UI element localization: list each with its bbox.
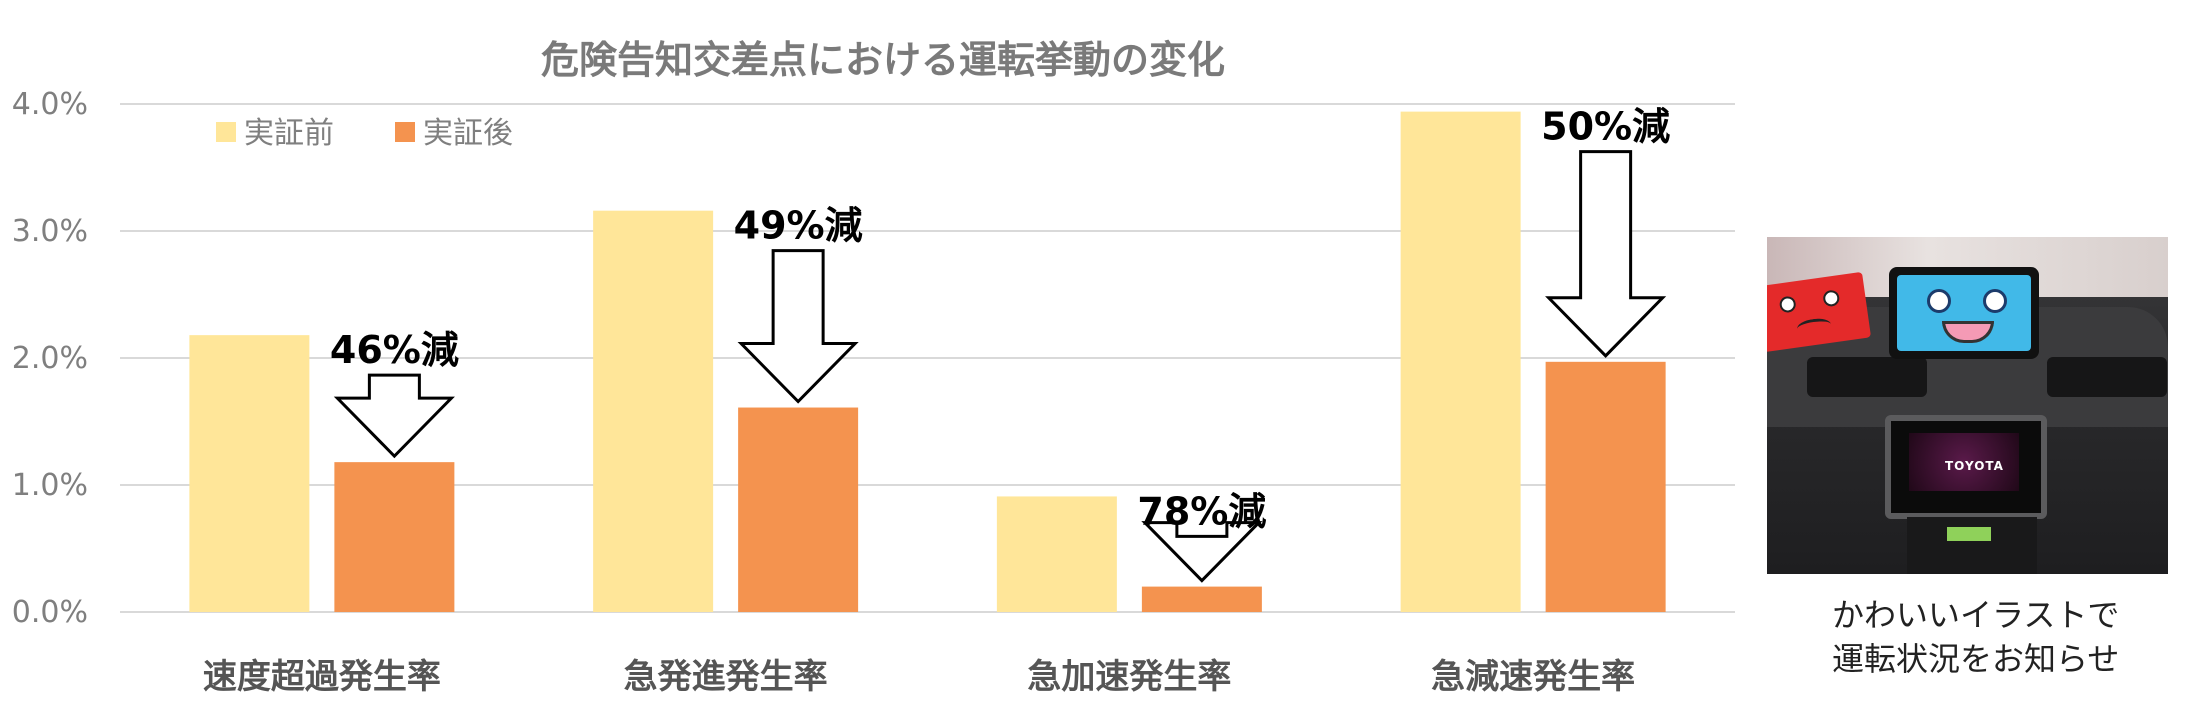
y-tick-label: 4.0%: [12, 87, 88, 122]
photo-tablet-screen: [1897, 275, 2031, 351]
happy-face-right-eye: [1983, 289, 2007, 313]
x-category-label: 急加速発生率: [1027, 657, 1231, 697]
bar-after: [1545, 361, 1666, 612]
toyota-logo: TOYOTA: [1945, 459, 2004, 473]
caption-line-1: かわいいイラストで: [1832, 596, 2120, 634]
y-tick-label: 2.0%: [12, 341, 88, 376]
down-arrow: [1141, 521, 1263, 583]
legend-swatch-after: [395, 122, 415, 142]
sad-face-left-eye: [1778, 295, 1797, 314]
reduction-label: 78%減: [1137, 489, 1266, 533]
reduction-label: 49%減: [734, 204, 863, 248]
bar-before: [1400, 111, 1521, 613]
sad-face-right-eye: [1822, 289, 1841, 308]
reduction-arrows: 46%減 49%減 78%減 50%減: [330, 105, 1670, 583]
photo-display-light: [1947, 527, 1991, 541]
down-arrow: [737, 249, 859, 404]
bar-before: [189, 335, 310, 612]
y-axis-ticks: 0.0% 1.0% 2.0% 3.0% 4.0%: [12, 87, 88, 630]
happy-face-left-eye: [1927, 289, 1951, 313]
bars: [189, 111, 1666, 613]
down-arrow: [333, 373, 455, 459]
bar-before: [996, 496, 1117, 612]
happy-face-mouth: [1942, 321, 1994, 343]
caption-line-2: 運転状況をお知らせ: [1832, 640, 2120, 678]
reduction-label: 46%減: [330, 328, 459, 372]
dashboard-photo: TOYOTA: [1767, 237, 2168, 574]
photo-tablet: [1889, 267, 2039, 359]
chart-title: 危険告知交差点における運転挙動の変化: [541, 38, 1225, 82]
legend-label-before: 実証前: [244, 116, 334, 151]
sad-face-mouth: [1796, 316, 1832, 337]
bar-after: [738, 407, 859, 612]
category-labels: 速度超過発生率 急発進発生率 急加速発生率 急減速発生率: [203, 657, 1635, 697]
bar-after: [1141, 586, 1262, 612]
photo-nav-screen: TOYOTA: [1909, 433, 2019, 491]
bar-after: [334, 462, 455, 612]
y-tick-label: 3.0%: [12, 214, 88, 249]
photo-climate-panel: [1907, 517, 2037, 574]
down-arrow: [1545, 150, 1667, 358]
photo-caption: かわいいイラストで 運転状況をお知らせ: [1832, 593, 2172, 681]
legend-swatch-before: [216, 122, 236, 142]
x-category-label: 急発進発生率: [624, 657, 828, 697]
photo-vent-left: [1807, 357, 1927, 397]
photo-navigation-unit: TOYOTA: [1885, 415, 2047, 519]
photo-vent-right: [2047, 357, 2167, 397]
x-category-label: 速度超過発生率: [203, 657, 441, 697]
legend-label-after: 実証後: [423, 116, 513, 151]
bar-before: [593, 210, 714, 612]
y-tick-label: 0.0%: [12, 595, 88, 630]
reduction-label: 50%減: [1541, 105, 1670, 149]
x-category-label: 急減速発生率: [1431, 657, 1635, 697]
legend: 実証前 実証後: [216, 116, 513, 151]
y-tick-label: 1.0%: [12, 468, 88, 503]
